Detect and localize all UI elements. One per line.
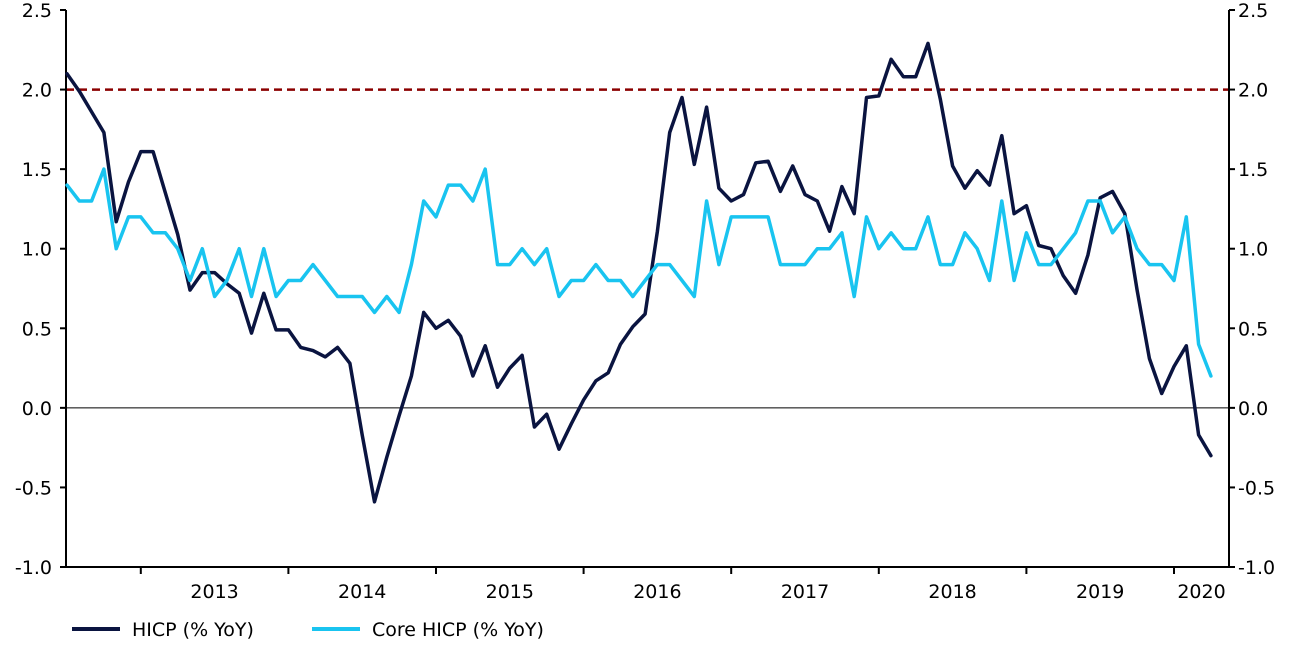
y-tick-label-left: 0.0 [22,398,52,420]
y-tick-label-left: 2.5 [22,0,52,22]
y-tick-label-right: -1.0 [1238,557,1275,579]
y-tick-label-right: 0.0 [1238,398,1268,420]
y-tick-label-right: 1.0 [1238,239,1268,261]
x-year-label: 2018 [928,581,976,603]
y-tick-label-right: 0.5 [1238,318,1268,340]
y-tick-label-right: 1.5 [1238,159,1268,181]
x-year-label: 2015 [486,581,534,603]
x-year-label: 2019 [1076,581,1124,603]
y-tick-label-right: -0.5 [1238,477,1275,499]
core-hicp-series-line [65,167,1213,378]
y-tick-label-left: 1.0 [22,239,52,261]
y-tick-label-left: 1.5 [22,159,52,181]
y-tick-label-right: 2.5 [1238,0,1268,22]
axes [60,9,1235,574]
x-year-label: 2013 [190,581,238,603]
y-tick-label-right: 2.0 [1238,80,1268,102]
y-tick-label-left: -1.0 [15,557,52,579]
tick-labels: 2.5 2.5 2.0 2.0 1.5 1.5 1.0 1.0 0.5 0.5 0.0 0.0 -0.5… [15,0,1275,603]
plot-area [66,88,1229,409]
x-year-label: 2016 [633,581,681,603]
y-tick-label-left: 2.0 [22,80,52,102]
y-tick-label-left: 0.5 [22,318,52,340]
legend: HICP (% YoY) Core HICP (% YoY) [72,619,544,641]
y-tick-label-left: -0.5 [15,477,52,499]
x-year-label: 2014 [338,581,386,603]
x-year-label: 2017 [781,581,829,603]
x-year-label: 2020 [1177,581,1225,603]
legend-label-core: Core HICP (% YoY) [372,619,544,641]
legend-label-hicp: HICP (% YoY) [132,619,254,641]
hicp-series-line [65,41,1213,504]
series-lines [65,41,1213,504]
